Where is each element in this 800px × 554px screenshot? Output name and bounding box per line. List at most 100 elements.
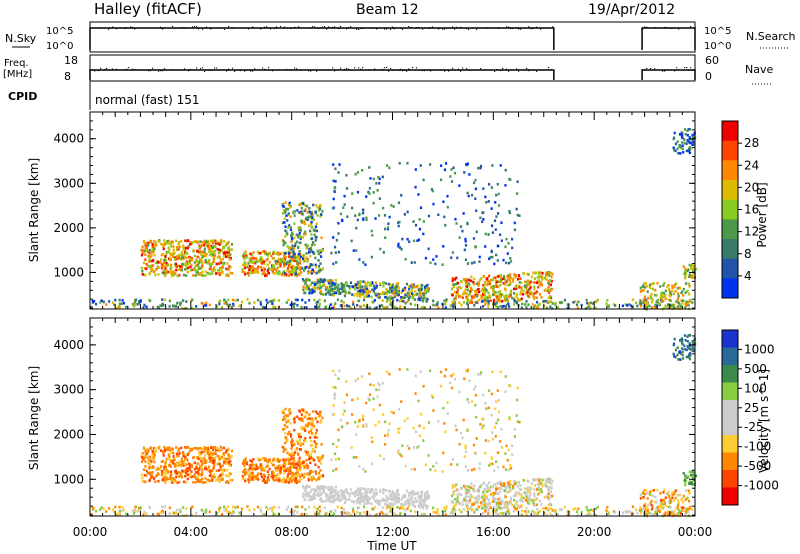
nave-point — [408, 68, 410, 70]
power-cell — [208, 250, 211, 253]
power-cell — [681, 299, 685, 303]
velocity-cell — [481, 502, 484, 505]
power-cell — [155, 267, 158, 271]
velocity-cell — [176, 463, 179, 466]
power-cell — [334, 278, 337, 282]
velocity-cell — [310, 431, 314, 435]
velocity-cell — [191, 475, 194, 478]
power-cell — [418, 298, 421, 302]
power-cell — [458, 295, 461, 299]
power-cell — [515, 295, 518, 298]
velocity-cell — [450, 494, 454, 498]
power-cell — [226, 254, 229, 257]
velocity-cell — [305, 472, 308, 476]
velocity-cell — [148, 471, 151, 475]
power-cell — [491, 278, 494, 282]
power-cell — [688, 147, 691, 150]
power-cell — [379, 292, 383, 296]
power-cell — [211, 268, 214, 271]
power-cell — [196, 260, 199, 264]
power-cell — [228, 254, 231, 257]
power-cell — [515, 293, 519, 296]
power-cell — [243, 257, 246, 261]
power-cell — [406, 293, 409, 296]
power-cell — [195, 305, 198, 308]
power-cell — [392, 205, 395, 208]
velocity-cell — [390, 496, 393, 500]
power-cell — [271, 302, 274, 305]
power-cell — [376, 292, 379, 295]
power-cell — [596, 298, 599, 302]
power-cell — [674, 149, 677, 153]
power-cell — [516, 180, 519, 183]
velocity-cell — [500, 484, 503, 488]
nave-point — [158, 70, 160, 72]
velocity-cell — [375, 493, 378, 496]
power-cell — [225, 302, 228, 306]
velocity-cell — [286, 476, 289, 479]
power-cell — [176, 248, 179, 252]
nave-point — [172, 69, 174, 71]
power-cell — [283, 269, 286, 273]
power-cell — [229, 271, 232, 275]
power-cell — [444, 223, 447, 227]
velocity-cell — [319, 475, 322, 479]
power-cell — [329, 303, 332, 307]
power-cell — [198, 273, 202, 277]
power-cell — [162, 243, 165, 247]
velocity-cell — [143, 448, 146, 451]
power-cell — [500, 299, 504, 303]
power-cell — [362, 290, 365, 293]
power-cell — [650, 306, 653, 309]
power-cell — [423, 306, 426, 310]
velocity-cell — [426, 504, 429, 508]
power-cell — [563, 298, 566, 302]
velocity-cell — [502, 484, 505, 487]
power-cell — [111, 301, 115, 305]
velocity-cell — [221, 472, 224, 475]
velocity-cell — [500, 506, 504, 510]
power-cell — [350, 306, 353, 310]
velocity-cell — [309, 490, 312, 493]
velocity-cell — [362, 496, 365, 500]
nsearch-point — [162, 28, 164, 30]
nave-point — [334, 70, 336, 72]
power-cell — [398, 220, 401, 224]
velocity-cell — [366, 500, 369, 503]
velocity-cell — [423, 502, 426, 505]
nave-point — [644, 69, 646, 71]
velocity-cell — [218, 457, 221, 461]
velocity-cell — [305, 494, 308, 498]
power-cell — [343, 288, 346, 291]
nave-point — [494, 70, 496, 72]
power-cell — [348, 285, 351, 288]
power-cell — [533, 288, 536, 291]
power-cell — [639, 304, 643, 308]
velocity-cell — [551, 479, 554, 483]
velocity-cell — [456, 493, 459, 497]
nave-point — [646, 68, 648, 70]
velocity-cell — [251, 463, 255, 466]
power-cell — [328, 285, 332, 289]
power-cell — [300, 271, 303, 274]
power-cell — [311, 241, 315, 244]
power-cell — [654, 288, 657, 292]
power-cell — [477, 166, 480, 170]
power-cell — [458, 301, 461, 305]
nave-point — [164, 68, 166, 70]
nave-point — [286, 68, 288, 70]
power-cell — [509, 291, 513, 294]
power-cell — [337, 286, 340, 290]
velocity-cell — [355, 499, 358, 503]
power-cell — [309, 229, 312, 233]
power-cell — [354, 214, 357, 217]
velocity-cell — [388, 497, 391, 501]
power-cell — [287, 274, 291, 277]
nsearch-point — [498, 28, 500, 30]
nsearch-point — [512, 27, 514, 29]
velocity-cell — [266, 464, 269, 468]
velocity-cell — [259, 464, 262, 468]
power-cell — [576, 306, 580, 310]
velocity-cell — [291, 438, 294, 441]
nave-point — [270, 69, 272, 71]
